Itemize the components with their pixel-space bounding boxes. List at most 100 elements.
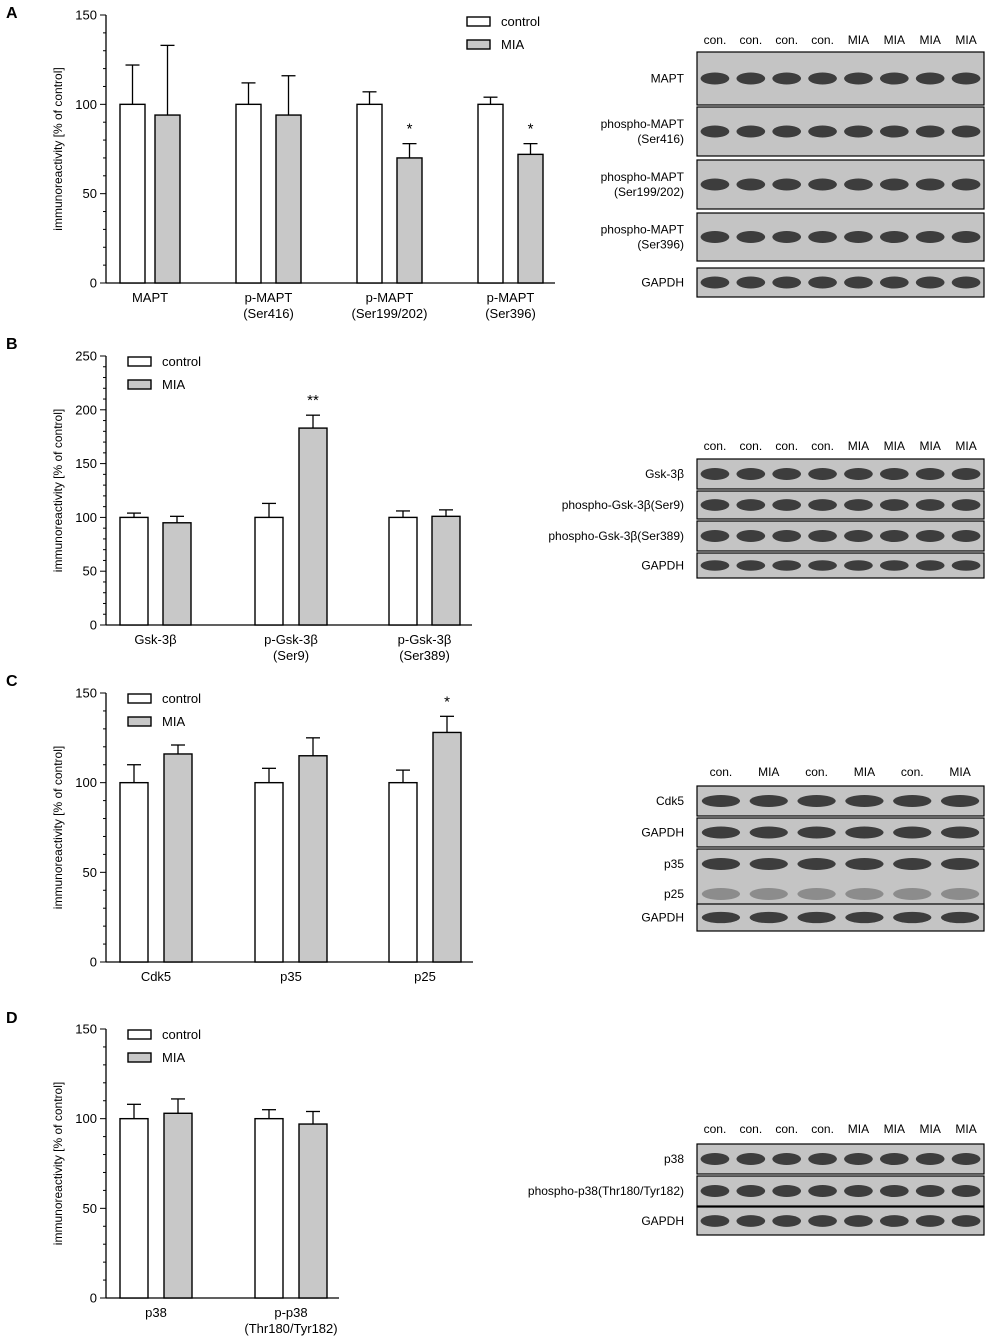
lane-label: con. (775, 33, 798, 47)
blot-band (736, 276, 766, 289)
y-axis-label: immunoreactivity [% of control] (51, 409, 65, 572)
blot-band (915, 1185, 945, 1197)
legend-swatch (127, 1052, 152, 1063)
blot-band (844, 1185, 873, 1197)
bar-control (235, 103, 262, 284)
lane-label: con. (704, 439, 727, 453)
blot-band (736, 72, 766, 85)
legend: control MIA (466, 14, 540, 52)
y-tick-label: 50 (83, 865, 97, 880)
blot-label: p35 (664, 857, 684, 871)
bar-control (477, 103, 504, 284)
blot-band (915, 72, 945, 85)
blot-band (951, 468, 981, 480)
blot-band (808, 499, 837, 511)
blot-band (736, 178, 766, 191)
bar-mia (154, 114, 181, 284)
blot-band (808, 125, 837, 138)
bar-control (388, 516, 418, 626)
blot-label: phospho-Gsk-3β(Ser9) (562, 498, 684, 512)
category-label: MAPT (132, 290, 168, 305)
category-label: Cdk5 (141, 969, 171, 984)
y-tick-label: 0 (90, 618, 97, 633)
lane-label: MIA (848, 33, 869, 47)
lane-label: MIA (955, 1122, 976, 1136)
blot-band (940, 888, 980, 900)
blot-strip (696, 785, 985, 817)
y-tick-label: 150 (75, 686, 97, 701)
blot-label: GAPDH (641, 559, 684, 573)
blot-band (700, 530, 730, 542)
blot-band (772, 72, 802, 85)
bar-control (119, 103, 146, 284)
legend: control MIA (127, 354, 201, 392)
y-axis-label: immunoreactivity [% of control] (51, 1082, 65, 1245)
blot-band (893, 888, 932, 900)
blot-band (736, 1215, 766, 1227)
blot-label: phospho-MAPT (601, 117, 685, 131)
blot-band (844, 468, 873, 480)
lane-label: MIA (955, 439, 976, 453)
blot-band (879, 560, 909, 571)
blot-band (772, 178, 802, 191)
y-tick-label: 100 (75, 510, 97, 525)
blot-band (736, 530, 766, 542)
blot-band (736, 125, 766, 138)
blot-band (879, 530, 909, 542)
legend-label: control (162, 691, 201, 706)
blot-band (736, 499, 766, 511)
blot-band (879, 1185, 909, 1197)
y-tick-label: 0 (90, 955, 97, 970)
lane-label: con. (739, 33, 762, 47)
blot-band (797, 888, 836, 900)
blot-band (736, 468, 766, 480)
blot-band (879, 1215, 909, 1227)
blot-band (797, 826, 836, 839)
blot-label: p38 (664, 1152, 684, 1166)
category-label: p-p38 (274, 1305, 307, 1320)
blot-strip (696, 817, 985, 848)
y-tick-label: 200 (75, 402, 97, 417)
bar-mia (298, 755, 328, 963)
category-label: (Ser9) (273, 648, 309, 663)
blot-band (700, 125, 730, 138)
lane-label: con. (704, 33, 727, 47)
lane-label: MIA (949, 765, 970, 779)
legend: control MIA (127, 691, 201, 729)
lane-label: con. (805, 765, 828, 779)
blot-band (736, 560, 766, 571)
panel-a: A 0 50 100 150 immunoreactivity [% of control… (6, 5, 985, 321)
lane-label: con. (775, 1122, 798, 1136)
legend-label: MIA (162, 1050, 185, 1065)
blot-band (951, 1185, 981, 1197)
significance-star: * (528, 121, 534, 138)
western-blot: con. con. con. con. MIA MIA MIA MIA MAPT phospho-… (601, 33, 985, 298)
blot-band (879, 468, 909, 480)
lane-label: MIA (758, 765, 779, 779)
bar-mia (162, 522, 192, 626)
legend-swatch (127, 379, 152, 390)
blot-band (808, 1153, 837, 1165)
blot-band (700, 499, 730, 511)
blot-band (845, 826, 884, 839)
western-blot: con. con. con. con. MIA MIA MIA MIA Gsk-3β phosph… (548, 439, 985, 579)
category-label: p-MAPT (366, 290, 414, 305)
blot-band (940, 826, 980, 839)
blot-band (844, 72, 873, 85)
blot-band (808, 276, 837, 289)
y-tick-label: 100 (75, 97, 97, 112)
blot-band (951, 1153, 981, 1165)
blot-band (749, 826, 788, 839)
y-tick-label: 50 (83, 564, 97, 579)
blot-label: (Ser396) (637, 238, 684, 252)
blot-band (808, 231, 837, 243)
blot-band (915, 1153, 945, 1165)
blot-band (915, 276, 945, 289)
lane-label: MIA (884, 33, 905, 47)
blot-label: phospho-MAPT (601, 170, 685, 184)
bar-control (119, 781, 149, 963)
legend-swatch (127, 693, 152, 704)
bar-mia (396, 157, 423, 284)
lane-label: con. (901, 765, 924, 779)
